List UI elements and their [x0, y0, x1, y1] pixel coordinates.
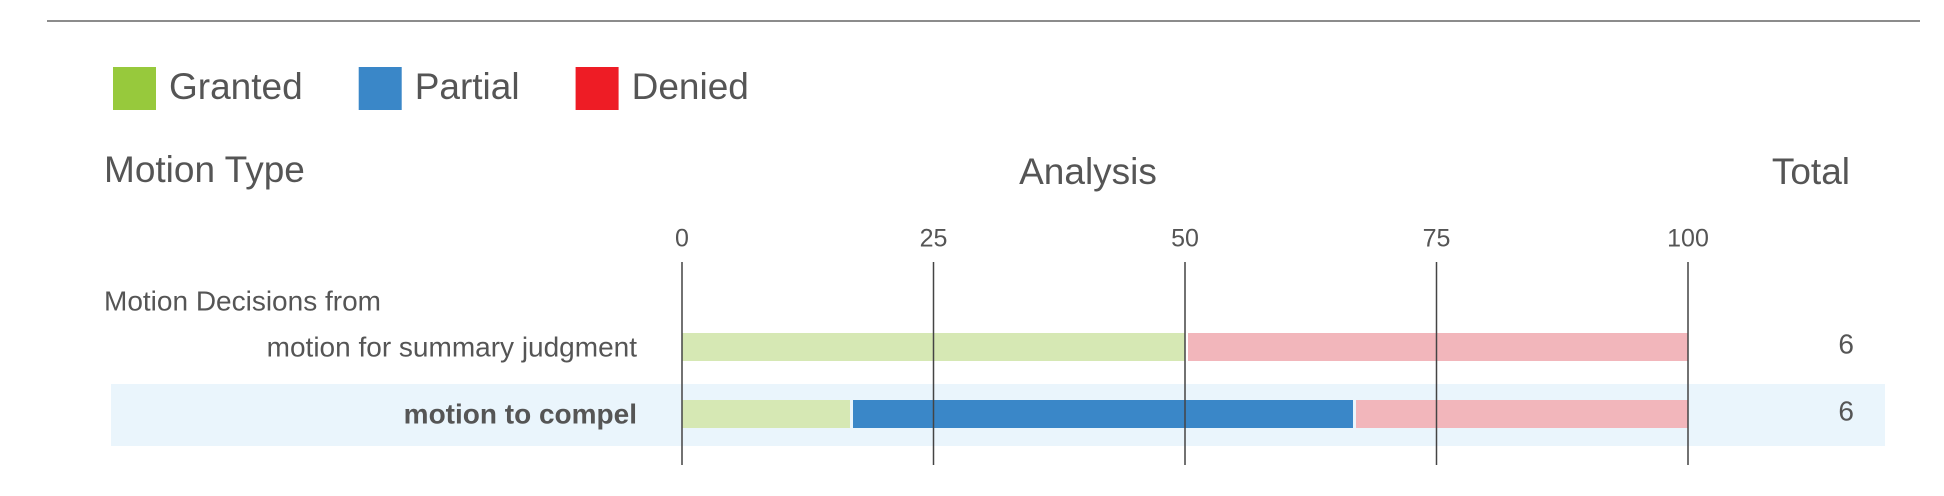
x-tick-label: 100 [1667, 225, 1709, 253]
row-label: motion to compel [404, 398, 637, 429]
legend-swatch [358, 67, 402, 110]
x-tick-label: 25 [920, 225, 948, 253]
x-tick-label: 0 [675, 225, 689, 253]
group-label: Motion Decisions from [104, 285, 381, 316]
legend-label: Granted [169, 66, 303, 107]
x-tick-label: 75 [1423, 225, 1451, 253]
total-header: Total [1772, 151, 1850, 192]
row-total: 6 [1838, 395, 1854, 426]
x-tick-label: 50 [1171, 225, 1199, 253]
bar-segment [1188, 333, 1688, 361]
bar-segment [682, 400, 851, 428]
row-total: 6 [1838, 328, 1854, 359]
bar-segment [853, 400, 1354, 428]
row-label: motion for summary judgment [267, 331, 638, 362]
legend-swatch [575, 67, 619, 110]
row-header: Motion Type [104, 149, 305, 190]
legend-label: Denied [632, 66, 749, 107]
chart-title: Analysis [1019, 151, 1157, 192]
bar-segment [1356, 400, 1688, 428]
legend-swatch [113, 67, 156, 110]
legend-label: Partial [415, 66, 520, 107]
